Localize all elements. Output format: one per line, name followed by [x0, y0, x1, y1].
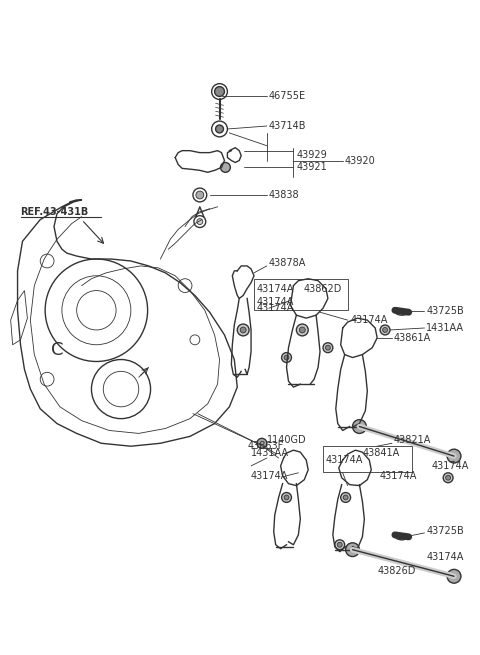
Text: 46755E: 46755E: [269, 92, 306, 102]
Circle shape: [220, 162, 230, 172]
Circle shape: [237, 324, 249, 336]
Text: 43838: 43838: [269, 190, 300, 200]
Circle shape: [178, 279, 192, 293]
Circle shape: [240, 327, 246, 333]
Text: 43841A: 43841A: [362, 448, 400, 458]
Circle shape: [215, 86, 225, 96]
Text: 43174A: 43174A: [350, 315, 388, 325]
Circle shape: [443, 473, 453, 483]
Circle shape: [40, 254, 54, 268]
Circle shape: [300, 327, 305, 333]
Circle shape: [284, 355, 289, 360]
Circle shape: [257, 438, 267, 448]
Text: 43878A: 43878A: [269, 258, 306, 268]
Circle shape: [343, 495, 348, 500]
Circle shape: [62, 276, 131, 345]
Text: 43920: 43920: [345, 155, 375, 166]
Circle shape: [383, 328, 387, 333]
Circle shape: [193, 188, 207, 202]
Text: REF.43-431B: REF.43-431B: [21, 207, 89, 217]
Circle shape: [284, 495, 289, 500]
Circle shape: [341, 493, 350, 502]
Circle shape: [103, 371, 139, 407]
Text: 43174A: 43174A: [257, 297, 294, 307]
Circle shape: [296, 324, 308, 336]
Circle shape: [77, 291, 116, 330]
Circle shape: [445, 476, 451, 480]
Text: 1140GD: 1140GD: [267, 436, 306, 445]
Circle shape: [346, 543, 360, 557]
Circle shape: [337, 542, 342, 547]
Bar: [323, 446, 412, 472]
Text: 43821A: 43821A: [394, 436, 432, 445]
Text: 43929: 43929: [296, 149, 327, 160]
Circle shape: [197, 219, 203, 225]
Text: 43174A: 43174A: [379, 471, 417, 481]
Text: 43725B: 43725B: [426, 526, 464, 536]
Text: 43174A: 43174A: [257, 284, 294, 293]
Circle shape: [194, 215, 206, 227]
Text: 43174A: 43174A: [326, 455, 363, 465]
Text: 43725B: 43725B: [426, 307, 464, 316]
Circle shape: [196, 191, 204, 199]
Text: 43862D: 43862D: [303, 284, 342, 293]
Text: 43174A: 43174A: [257, 303, 294, 313]
Circle shape: [380, 325, 390, 335]
Circle shape: [335, 540, 345, 550]
Circle shape: [352, 420, 366, 434]
Text: 43861A: 43861A: [394, 333, 431, 343]
Bar: [254, 279, 348, 310]
Circle shape: [40, 372, 54, 386]
Text: 43863F: 43863F: [247, 441, 283, 451]
Circle shape: [216, 125, 224, 133]
Circle shape: [190, 335, 200, 345]
Text: 43174A: 43174A: [426, 552, 464, 561]
Text: 43714B: 43714B: [269, 121, 306, 131]
Circle shape: [282, 493, 291, 502]
Text: 43174A: 43174A: [432, 461, 469, 471]
Circle shape: [323, 343, 333, 352]
Text: 43174A: 43174A: [251, 471, 288, 481]
Text: 43921: 43921: [296, 162, 327, 172]
Circle shape: [282, 352, 291, 362]
Circle shape: [447, 449, 461, 463]
Circle shape: [45, 259, 148, 362]
Text: 1431AA: 1431AA: [251, 448, 289, 458]
Text: 1431AA: 1431AA: [426, 323, 465, 333]
Circle shape: [212, 121, 228, 137]
Text: C: C: [51, 341, 63, 359]
Text: 43826D: 43826D: [377, 567, 416, 576]
Circle shape: [325, 345, 330, 350]
Circle shape: [447, 569, 461, 583]
Circle shape: [92, 360, 151, 419]
